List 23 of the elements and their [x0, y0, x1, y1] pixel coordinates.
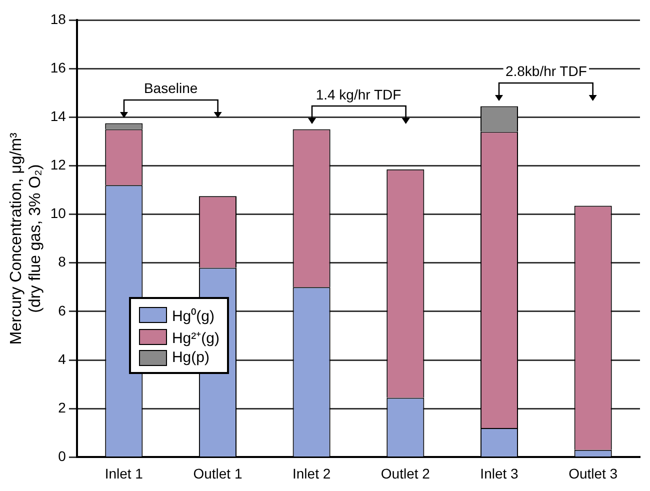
y-axis-title: Mercury Concentration, μg/m³ (dry flue gas, 3% O₂) [8, 132, 44, 345]
x-tick-label: Outlet 1 [193, 465, 242, 482]
annotation: 2.8kb/hr TDF [505, 63, 587, 80]
y-tick-label: 2 [58, 399, 66, 416]
x-tick-label: Outlet 3 [568, 465, 618, 482]
y-tick-label: 4 [58, 350, 66, 367]
y-tick-label: 8 [58, 254, 66, 270]
y-tick-label: 10 [50, 205, 66, 222]
y-tick-label: 14 [50, 108, 66, 124]
legend-label: Hg(p) [172, 349, 210, 366]
legend-label: Hg²⁺(g) [172, 329, 220, 348]
x-tick-label: Inlet 1 [104, 465, 144, 482]
annotation: 1.4 kg/hr TDF [316, 86, 402, 102]
x-tick-label: Inlet 2 [292, 465, 331, 482]
x-tick-label: Inlet 3 [480, 465, 519, 482]
annotation: Baseline [144, 80, 198, 96]
y-tick-label: 16 [50, 59, 66, 76]
y-tick-label: 0 [58, 448, 66, 464]
y-tick-label: 18 [50, 10, 66, 27]
x-tick-label: Outlet 2 [380, 465, 430, 482]
y-tick-label: 6 [58, 302, 66, 318]
y-tick-label: 12 [50, 156, 66, 173]
legend-label: Hg⁰(g) [172, 307, 214, 326]
